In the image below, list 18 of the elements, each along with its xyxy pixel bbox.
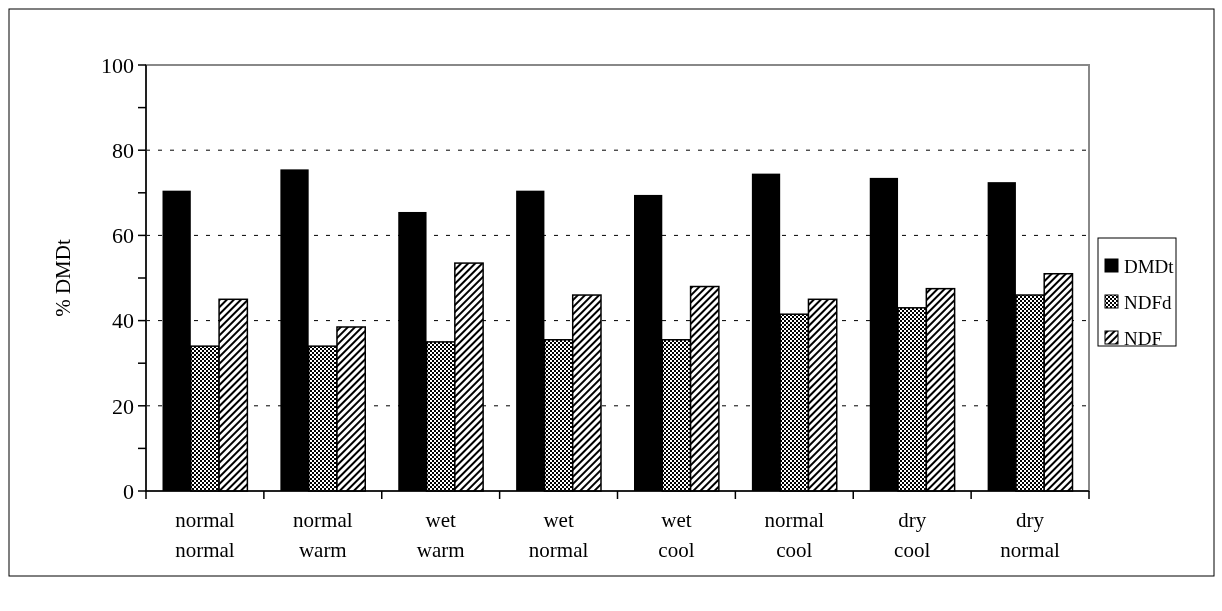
legend-label: NDF bbox=[1124, 327, 1163, 349]
y-tick-label: 20 bbox=[112, 393, 134, 419]
x-tick-label: normal cool bbox=[764, 508, 825, 562]
y-axis-title: % DMDt bbox=[51, 239, 75, 317]
legend-label: NDFd bbox=[1124, 291, 1173, 313]
y-tick-label: 100 bbox=[101, 52, 134, 78]
legend-label: DMDt bbox=[1124, 255, 1175, 277]
x-tick-label: wet normal bbox=[528, 508, 589, 562]
y-tick-label: 0 bbox=[123, 478, 134, 504]
x-tick-label: normal warm bbox=[293, 508, 353, 562]
x-tick-label: wet warm bbox=[416, 508, 465, 562]
x-tick-label: dry cool bbox=[894, 508, 931, 562]
y-tick-label: 60 bbox=[112, 223, 134, 249]
x-tick-label: dry normal bbox=[1000, 508, 1060, 562]
y-tick-label: 40 bbox=[112, 308, 134, 334]
y-tick-label: 80 bbox=[112, 137, 134, 163]
x-tick-label: wet cool bbox=[658, 508, 695, 562]
x-tick-label: normal normal bbox=[175, 508, 235, 562]
